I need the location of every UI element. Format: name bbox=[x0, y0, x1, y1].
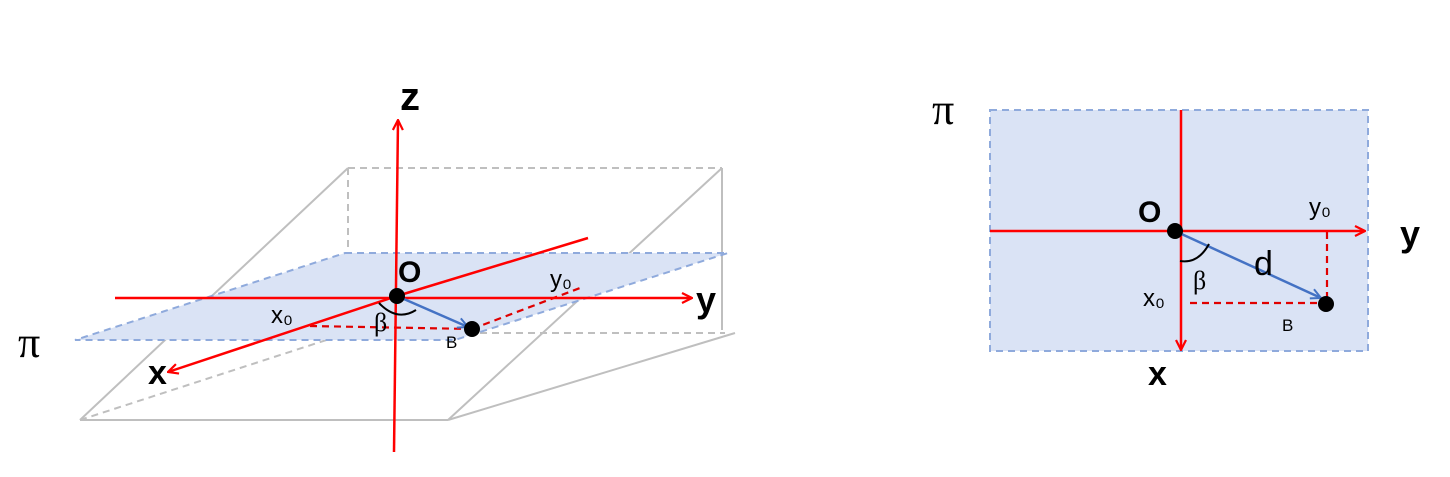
label-point-b: B bbox=[446, 333, 457, 352]
label-distance-d: d bbox=[1254, 245, 1273, 283]
label-origin: O bbox=[398, 256, 421, 289]
axis-z-line bbox=[394, 120, 398, 453]
angle-arc-2d bbox=[1179, 243, 1210, 263]
label-point-b-2d: B bbox=[1282, 316, 1293, 335]
vector-d bbox=[1174, 229, 1321, 298]
point-b-2d bbox=[1318, 296, 1334, 312]
label-axis-x-2d: x bbox=[1148, 355, 1167, 393]
projection-lines bbox=[309, 286, 581, 331]
point-b bbox=[464, 321, 480, 337]
label-x0: x₀ bbox=[271, 302, 293, 329]
vector-ob bbox=[396, 294, 468, 327]
label-y0: y₀ bbox=[550, 266, 572, 293]
label-axis-z: z bbox=[400, 75, 420, 119]
origin-point bbox=[389, 288, 405, 304]
origin-point-2d bbox=[1167, 223, 1183, 239]
label-angle-beta-2d: β bbox=[1193, 266, 1206, 295]
label-origin-2d: O bbox=[1138, 196, 1161, 229]
label-axis-x: x bbox=[148, 354, 167, 392]
axis-x-line bbox=[168, 294, 398, 372]
right-2d-diagram: π O y x x₀ y₀ β d B bbox=[932, 85, 1420, 393]
projection-lines-2d bbox=[1190, 232, 1329, 305]
label-plane-pi: π bbox=[18, 318, 40, 367]
label-angle-beta: β bbox=[374, 308, 387, 337]
label-axis-y-2d: y bbox=[1400, 213, 1420, 254]
label-axis-y: y bbox=[696, 279, 716, 320]
label-x0-2d: x₀ bbox=[1143, 285, 1165, 312]
axis-line-oblique bbox=[396, 236, 589, 298]
left-3d-diagram: z y x O π x₀ y₀ β B bbox=[18, 75, 736, 453]
label-plane-pi-2d: π bbox=[932, 85, 954, 134]
angle-arc bbox=[378, 302, 417, 316]
label-y0-2d: y₀ bbox=[1309, 194, 1331, 221]
